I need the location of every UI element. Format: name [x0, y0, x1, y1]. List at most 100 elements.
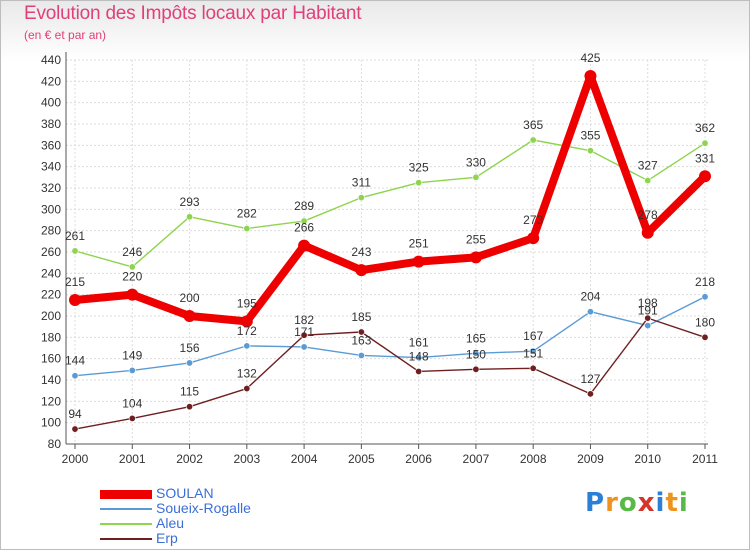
data-point-soulan [355, 264, 368, 277]
data-point-soulan [126, 288, 139, 301]
y-tick-label: 280 [41, 224, 61, 238]
y-tick-label: 200 [41, 309, 61, 323]
data-point-erp [701, 333, 709, 341]
data-point-aleu [415, 179, 423, 187]
data-label-soueix-rogalle: 204 [580, 290, 600, 304]
data-point-erp [71, 425, 79, 433]
data-point-erp [586, 390, 594, 398]
data-label-aleu: 325 [409, 161, 429, 175]
x-tick-label: 2001 [119, 452, 146, 466]
data-label-aleu: 365 [523, 118, 543, 132]
y-tick-label: 100 [41, 416, 61, 430]
legend-label: SOULAN [156, 485, 214, 501]
data-point-soulan [183, 310, 196, 322]
x-tick-label: 2005 [348, 452, 375, 466]
data-label-soueix-rogalle: 161 [409, 336, 429, 350]
data-label-soulan: 215 [65, 275, 85, 289]
grid [66, 59, 708, 445]
legend-swatch [100, 489, 152, 499]
logo-letter: i [678, 488, 689, 518]
y-tick-label: 400 [41, 96, 61, 110]
data-point-soulan [527, 232, 540, 245]
data-point-soueix-rogalle [186, 359, 194, 367]
data-label-soulan: 195 [237, 296, 257, 310]
data-label-soulan: 220 [122, 270, 142, 284]
x-tick-label: 2009 [577, 452, 604, 466]
data-point-soueix-rogalle [529, 347, 537, 355]
y-tick-label: 160 [41, 352, 61, 366]
data-point-erp [186, 403, 194, 411]
data-point-soulan [699, 170, 711, 183]
y-tick-label: 260 [41, 245, 61, 259]
x-tick-label: 2003 [233, 452, 260, 466]
data-label-soulan: 425 [580, 51, 600, 65]
legend-swatch [100, 508, 152, 510]
data-label-soulan: 255 [466, 232, 486, 246]
legend-label: Soueix-Rogalle [156, 500, 251, 516]
data-label-aleu: 327 [638, 159, 658, 173]
data-label-erp: 185 [351, 310, 371, 324]
data-point-soulan [412, 255, 425, 268]
data-label-erp: 151 [523, 346, 543, 360]
data-point-aleu [186, 213, 194, 221]
logo-letter: r [605, 488, 619, 518]
data-label-aleu: 362 [695, 121, 715, 135]
y-tick-label: 80 [48, 437, 62, 451]
data-point-erp [300, 331, 308, 339]
data-point-erp [357, 328, 365, 336]
data-point-erp [529, 364, 537, 372]
y-tick-label: 300 [41, 202, 61, 216]
data-point-soueix-rogalle [243, 342, 251, 350]
legend-swatch [100, 523, 152, 525]
data-label-soulan: 278 [638, 208, 658, 222]
axes: 80 100 120 140 160 180 200 220 240 260 280 300 320 34… [41, 52, 718, 466]
legend-label: Aleu [156, 515, 185, 531]
proxiti-logo: Proxiti [585, 488, 689, 518]
chart-title: Evolution des Impôts locaux par Habitant [24, 3, 362, 24]
data-point-soueix-rogalle [357, 351, 365, 359]
data-label-soueix-rogalle: 163 [351, 333, 371, 347]
logo-letter: i [655, 488, 666, 518]
data-label-soueix-rogalle: 165 [466, 331, 486, 345]
y-tick-label: 420 [41, 74, 61, 88]
data-label-soueix-rogalle: 191 [638, 304, 658, 318]
data-label-erp: 132 [237, 367, 257, 381]
data-label-soulan: 200 [180, 291, 200, 305]
data-point-aleu [243, 225, 251, 233]
series-line-aleu [74, 139, 706, 268]
data-point-aleu [529, 136, 537, 144]
logo-letter: P [585, 488, 606, 518]
data-point-aleu [300, 217, 308, 225]
data-label-erp: 150 [466, 347, 486, 361]
data-label-soueix-rogalle: 144 [65, 354, 85, 368]
logo-letter: o [618, 488, 638, 518]
data-point-soueix-rogalle [644, 322, 652, 330]
data-point-erp [128, 414, 136, 422]
data-point-erp [644, 314, 652, 322]
legend-swatch [100, 538, 152, 540]
data-label-erp: 148 [409, 349, 429, 363]
x-tick-label: 2006 [405, 452, 432, 466]
data-label-erp: 94 [68, 407, 82, 421]
x-tick-label: 2002 [176, 452, 203, 466]
data-label-erp: 198 [638, 296, 658, 310]
y-tick-label: 120 [41, 394, 61, 408]
data-point-soueix-rogalle [701, 293, 709, 301]
data-label-erp: 104 [122, 396, 142, 410]
data-label-erp: 127 [580, 372, 600, 386]
x-tick-label: 2008 [520, 452, 547, 466]
data-point-aleu [71, 247, 79, 255]
data-point-soulan [69, 294, 81, 306]
data-label-aleu: 293 [180, 195, 200, 209]
data-label-aleu: 282 [237, 207, 257, 221]
data-point-soueix-rogalle [586, 308, 594, 316]
data-label-soueix-rogalle: 167 [523, 329, 543, 343]
data-label-soueix-rogalle: 149 [122, 348, 142, 362]
data-point-aleu [357, 194, 365, 202]
data-label-soueix-rogalle: 172 [237, 324, 257, 338]
data-label-aleu: 289 [294, 199, 314, 213]
data-point-soulan [641, 226, 654, 239]
data-label-aleu: 355 [580, 129, 600, 143]
y-tick-label: 140 [41, 373, 61, 387]
